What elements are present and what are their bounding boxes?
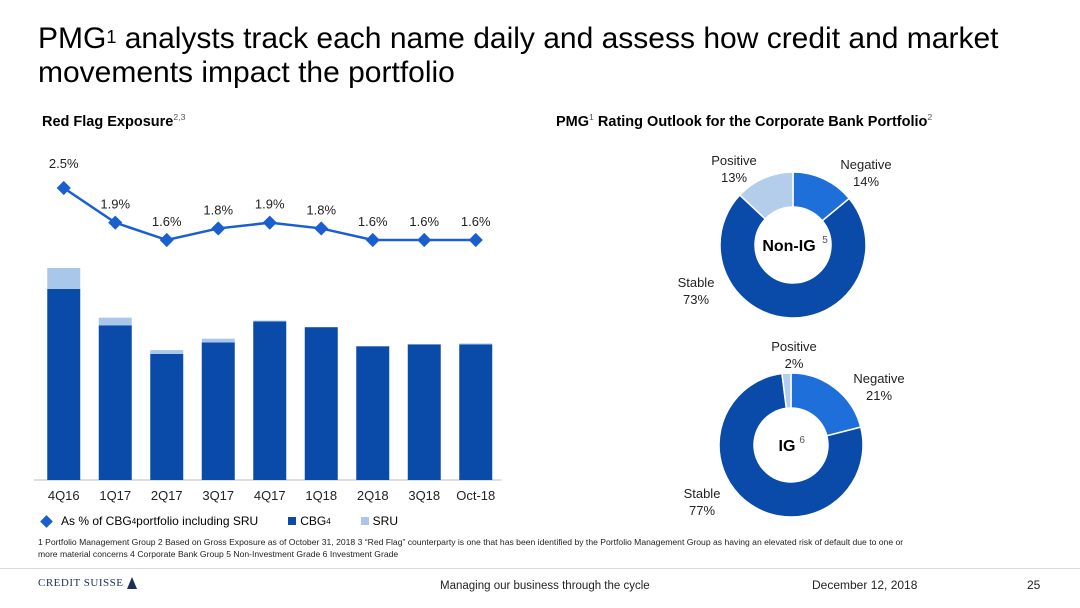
legend-cbg-entry: CBG 4	[288, 514, 331, 528]
footnotes: 1 Portfolio Management Group 2 Based on …	[38, 537, 904, 559]
slice-name-label: Positive	[771, 339, 817, 354]
bar-cbg-1Q17	[98, 325, 132, 480]
slice-value-label: 21%	[866, 388, 892, 403]
line-data-label: 1.9%	[255, 197, 285, 212]
x-tick-label: 2Q18	[357, 488, 389, 503]
footer-caption: Managing our business through the cycle	[440, 580, 650, 592]
ig-donut-chart: Negative 21% Stable 77% Positive 2% IG 6	[684, 339, 905, 518]
line-data-label: 1.9%	[100, 197, 130, 212]
line-point-4Q17	[262, 215, 277, 230]
x-tick-label: Oct-18	[456, 488, 495, 503]
slice-value-label: 2%	[785, 356, 804, 371]
bar-sru-4Q17	[253, 320, 287, 322]
line-data-label: 1.8%	[306, 202, 336, 217]
bar-cbg-3Q17	[201, 342, 235, 480]
x-tick-label: 1Q18	[305, 488, 337, 503]
footer-date: December 12, 2018	[812, 578, 918, 592]
left-chart-header: Red Flag Exposure2,3	[42, 112, 186, 130]
bar-sru-2Q17	[150, 350, 184, 354]
footer-divider	[0, 568, 1080, 569]
line-point-3Q17	[211, 221, 226, 236]
x-tick-label: 3Q18	[408, 488, 440, 503]
bar-cbg-2Q17	[150, 353, 184, 480]
x-tick-label: 2Q17	[151, 488, 183, 503]
bar-cbg-4Q16	[47, 289, 81, 480]
donut-center-label: IG	[779, 438, 796, 455]
slice-stable	[718, 372, 864, 518]
slice-value-label: 14%	[853, 174, 879, 189]
bar-cbg-1Q18	[304, 327, 338, 480]
bar-cbg-3Q18	[407, 344, 441, 480]
line-data-label: 1.6%	[152, 214, 182, 229]
bar-sru-3Q17	[201, 338, 235, 343]
credit-suisse-logo: CREDIT SUISSE	[38, 576, 139, 590]
legend-line-entry: As % of CBG 4 portfolio including SRU	[40, 514, 258, 528]
page-number: 25	[1027, 578, 1041, 592]
slice-name-label: Negative	[840, 157, 891, 172]
bar-sru-4Q16	[47, 268, 81, 290]
slice-value-label: 73%	[683, 292, 709, 307]
donut-center-superscript: 5	[822, 235, 828, 246]
slice-name-label: Positive	[711, 153, 757, 168]
slice-name-label: Stable	[678, 275, 715, 290]
x-tick-label: 4Q17	[254, 488, 286, 503]
slice-positive	[781, 372, 792, 410]
line-data-label: 2.5%	[49, 156, 79, 171]
bar-sru-Oct-18	[459, 343, 493, 345]
line-point-4Q16	[56, 180, 71, 196]
line-point-2Q17	[159, 232, 174, 248]
x-tick-label: 3Q17	[202, 488, 234, 503]
line-data-label: 1.8%	[203, 202, 233, 217]
line-point-1Q18	[314, 221, 329, 236]
non-ig-donut-chart: Negative 14% Stable 73% Positive 13% Non-IG 5	[678, 153, 892, 319]
legend-cbg-swatch	[288, 517, 297, 525]
line-point-Oct-18	[468, 232, 483, 248]
slice-name-label: Stable	[684, 486, 721, 501]
line-point-3Q18	[417, 232, 432, 248]
donut-center-label: Non-IG	[762, 238, 815, 255]
legend-sru-entry: SRU	[360, 514, 398, 528]
bar-cbg-2Q18	[356, 346, 390, 480]
bar-sru-1Q17	[98, 317, 132, 326]
line-point-2Q18	[365, 232, 380, 248]
red-flag-exposure-chart: 4Q16 1Q17 2Q17 3Q17 4Q17 1Q18 2Q18 3Q18 Oct-18 2.…	[34, 156, 502, 503]
donut-center-superscript: 6	[799, 435, 805, 446]
legend-diamond-icon	[40, 514, 53, 528]
slice-value-label: 77%	[689, 503, 715, 518]
x-tick-label: 4Q16	[48, 488, 80, 503]
line-data-label: 1.6%	[461, 214, 491, 229]
bar-cbg-4Q17	[253, 321, 287, 480]
line-data-label: 1.6%	[409, 214, 439, 229]
bar-chart-legend: As % of CBG 4 portfolio including SRU CBG…	[40, 514, 428, 528]
slice-value-label: 13%	[721, 170, 747, 185]
slice-negative	[790, 372, 862, 437]
line-data-label: 1.6%	[358, 214, 388, 229]
line-point-1Q17	[108, 215, 123, 230]
slice-name-label: Negative	[853, 371, 904, 386]
sail-icon	[127, 577, 138, 589]
right-chart-header: PMG1 Rating Outlook for the Corporate Ba…	[556, 112, 933, 130]
slice-positive	[738, 171, 794, 221]
slice-stable	[719, 193, 867, 319]
x-tick-label: 1Q17	[99, 488, 131, 503]
page-title: PMG1 analysts track each name daily and …	[38, 22, 999, 89]
bar-cbg-Oct-18	[459, 344, 493, 480]
legend-sru-swatch	[360, 517, 369, 525]
